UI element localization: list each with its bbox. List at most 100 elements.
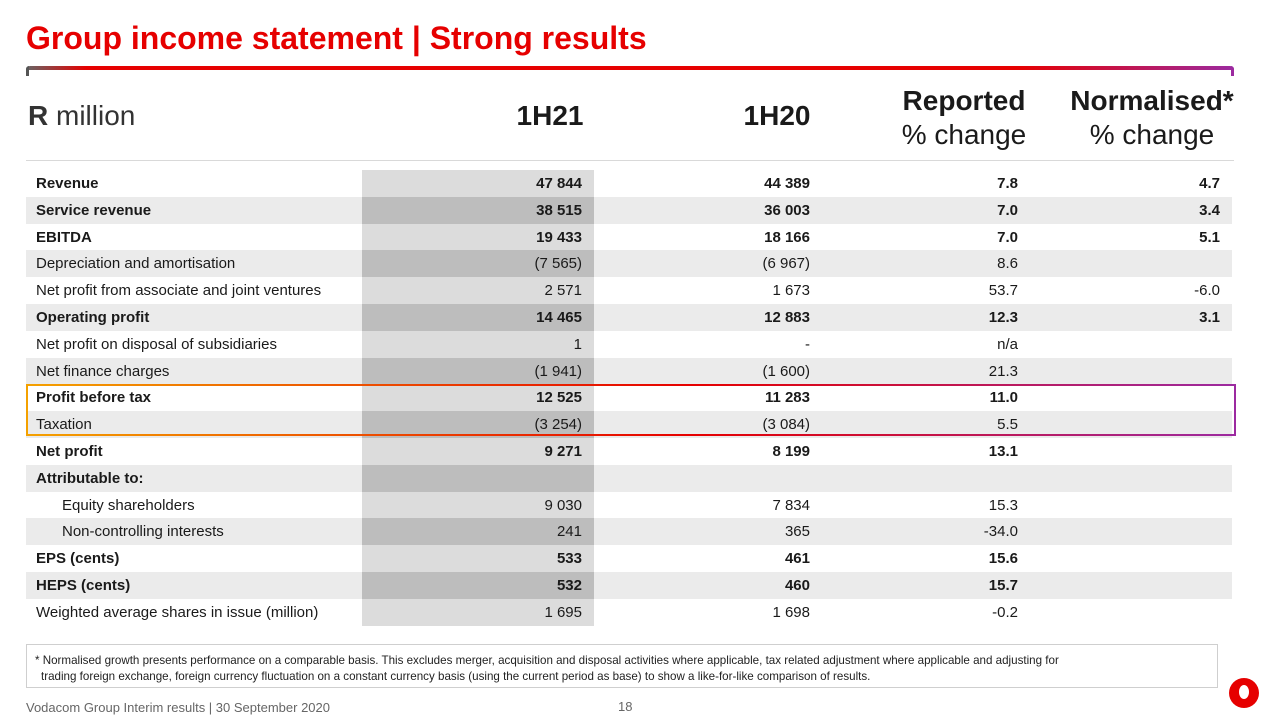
table-row: EBITDA 19 433 18 166 7.0 5.1	[26, 223, 1232, 251]
footer-text: Vodacom Group Interim results | 30 Septe…	[26, 700, 330, 715]
value-1h20: 44 389	[764, 175, 810, 192]
income-statement-table: Revenue 47 844 44 389 7.8 4.7 Service revenue…	[26, 170, 1232, 626]
value-1h20: (6 967)	[762, 255, 810, 273]
value-1h20: 1 698	[772, 603, 810, 621]
highlight-column-shade	[362, 303, 594, 331]
value-1h21: 1 695	[544, 603, 582, 621]
column-header-1h21: 1H21	[516, 100, 584, 131]
value-1h20: 460	[784, 576, 810, 594]
normalised-sublabel: % change	[1089, 119, 1215, 150]
value-1h21: 241	[556, 523, 582, 541]
value-reported-change: 7.0	[997, 201, 1018, 219]
value-normalised-change: -6.0	[1194, 282, 1220, 300]
row-label: Equity shareholders	[62, 496, 195, 514]
value-1h20: 461	[784, 550, 810, 568]
value-1h21: 532	[556, 576, 582, 594]
value-1h21: 1	[573, 335, 582, 353]
highlight-column-shade	[362, 598, 594, 626]
value-1h20: 18 166	[764, 228, 810, 246]
value-1h20: 36 003	[764, 201, 810, 219]
value-1h21: 19 433	[536, 228, 582, 246]
value-normalised-change: 5.1	[1199, 228, 1220, 246]
slide-title: Group income statement | Strong results	[26, 20, 647, 56]
highlight-column-shade	[362, 250, 594, 278]
highlight-column-shade	[362, 437, 594, 465]
value-reported-change: 53.7	[988, 282, 1018, 300]
normalised-label: Normalised*	[1070, 85, 1234, 116]
table-row: Revenue 47 844 44 389 7.8 4.7	[26, 170, 1232, 197]
row-label: Net finance charges	[36, 362, 170, 380]
row-label: Net profit	[36, 442, 103, 460]
row-label: EBITDA	[36, 228, 92, 246]
title-divider	[26, 66, 1234, 70]
table-row: Operating profit 14 465 12 883 12.3 3.1	[26, 303, 1232, 331]
reported-sublabel: % change	[901, 119, 1027, 150]
value-reported-change: 12.3	[988, 308, 1018, 326]
value-1h21: 2 571	[544, 282, 582, 300]
value-1h21: 9 030	[544, 496, 582, 514]
unit-header: R million	[28, 100, 135, 132]
value-reported-change: 15.7	[988, 576, 1018, 594]
table-row: Net finance charges (1 941) (1 600) 21.3	[26, 357, 1232, 385]
table-row: Net profit from associate and joint vent…	[26, 277, 1232, 304]
table-row: Non-controlling interests 241 365 -34.0	[26, 518, 1232, 546]
column-header-1h20: 1H20	[743, 100, 811, 131]
highlight-column-shade	[362, 571, 594, 599]
table-row: Equity shareholders 9 030 7 834 15.3	[26, 491, 1232, 519]
title-divider-right-cap	[1231, 66, 1234, 76]
value-1h20: -	[805, 335, 810, 353]
profit-before-tax-highlight-box	[26, 384, 1236, 436]
value-1h20: (1 600)	[762, 362, 810, 380]
row-label: Service revenue	[36, 201, 152, 219]
row-label: Operating profit	[36, 308, 150, 326]
value-1h20: 1 673	[772, 282, 810, 300]
footnote-line-1: * Normalised growth presents performance…	[35, 654, 1059, 667]
row-label: HEPS (cents)	[36, 576, 131, 594]
unit-scale: million	[48, 100, 136, 131]
highlight-column-shade	[362, 196, 594, 224]
value-reported-change: -0.2	[992, 603, 1018, 621]
value-1h21: 47 844	[536, 175, 582, 192]
row-label: Weighted average shares in issue (millio…	[36, 603, 319, 621]
value-1h21: 533	[556, 550, 582, 568]
value-1h21: 9 271	[544, 442, 582, 460]
highlight-column-shade	[362, 518, 594, 546]
title-divider-left-cap	[26, 66, 29, 76]
value-normalised-change: 3.1	[1199, 308, 1220, 326]
value-reported-change: -34.0	[983, 523, 1018, 541]
value-1h21: (1 941)	[534, 362, 582, 380]
footnote: * Normalised growth presents performance…	[26, 644, 1218, 688]
value-1h20: 8 199	[772, 442, 810, 460]
row-label: Attributable to:	[36, 469, 144, 487]
table-row: Net profit 9 271 8 199 13.1	[26, 437, 1232, 465]
value-reported-change: 21.3	[988, 362, 1018, 380]
highlight-column-shade	[362, 357, 594, 385]
value-1h21: (7 565)	[534, 255, 582, 273]
highlight-column-shade	[362, 491, 594, 519]
row-label: Depreciation and amortisation	[36, 255, 236, 273]
highlight-column-shade	[362, 545, 594, 572]
row-label: Non-controlling interests	[62, 523, 224, 541]
value-reported-change: 7.0	[997, 228, 1018, 246]
value-reported-change: 7.8	[997, 175, 1018, 192]
footnote-line-2: trading foreign exchange, foreign curren…	[41, 670, 871, 683]
table-row: Depreciation and amortisation (7 565) (6 9…	[26, 250, 1232, 278]
table-row: Net profit on disposal of subsidiaries 1 -…	[26, 330, 1232, 358]
table-row: HEPS (cents) 532 460 15.7	[26, 571, 1232, 599]
value-reported-change: n/a	[997, 335, 1018, 353]
highlight-column-shade	[362, 464, 594, 492]
value-normalised-change: 4.7	[1199, 175, 1220, 192]
value-1h21: 14 465	[536, 308, 582, 326]
value-1h20: 7 834	[772, 496, 810, 514]
reported-label: Reported	[902, 85, 1026, 116]
highlight-column-shade	[362, 330, 594, 358]
value-reported-change: 15.3	[988, 496, 1018, 514]
value-reported-change: 8.6	[997, 255, 1018, 273]
highlight-column-shade	[362, 277, 594, 304]
table-row: Attributable to:	[26, 464, 1232, 492]
highlight-column-shade	[362, 223, 594, 251]
column-header-reported: Reported % change	[880, 84, 1048, 152]
row-label: Revenue	[36, 175, 99, 192]
page-number: 18	[618, 699, 633, 714]
value-reported-change: 15.6	[988, 550, 1018, 568]
